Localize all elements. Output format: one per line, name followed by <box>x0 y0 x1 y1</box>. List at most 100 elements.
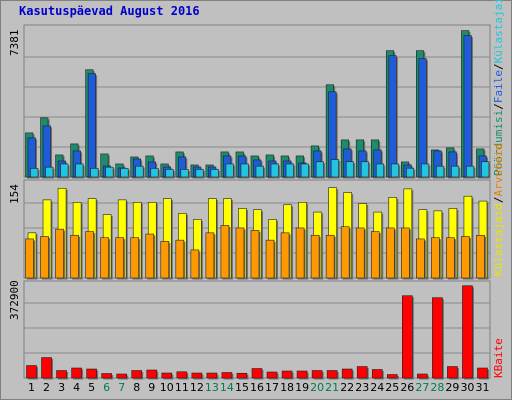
bar-kbytes-15 <box>236 372 248 379</box>
bar-computers-12 <box>190 249 200 279</box>
bar-computers-14 <box>220 225 230 279</box>
bar-visits-top-20 <box>315 161 324 178</box>
bar-kbytes-9 <box>146 369 158 379</box>
bar-kbytes-5 <box>86 368 97 379</box>
bar-computers-17 <box>265 239 275 279</box>
x-tick-label: 23 <box>355 381 370 394</box>
panel-top <box>23 24 491 178</box>
bar-computers-6 <box>100 237 109 279</box>
bar-kbytes-10 <box>161 372 173 379</box>
x-tick-label: 7 <box>118 381 126 394</box>
bar-computers-11 <box>175 239 185 279</box>
x-tick-label: 20 <box>310 381 325 394</box>
bar-computers-5 <box>85 231 94 279</box>
bar-kbytes-25 <box>386 374 398 379</box>
bar-computers-31 <box>476 234 485 279</box>
bar-visits-top-28 <box>436 165 445 178</box>
bar-kbytes-8 <box>131 370 143 379</box>
legend-sep-3: / <box>492 196 505 204</box>
legend-visits: Külastajaid <box>492 203 505 276</box>
bar-visits-top-19 <box>300 163 309 178</box>
x-tick-label: 2 <box>43 381 51 394</box>
bar-computers-9 <box>145 233 155 279</box>
x-tick-label: 15 <box>234 381 249 394</box>
x-tick-label: 27 <box>415 381 430 394</box>
bottom-panel-ymax-label: 372900 <box>8 280 21 320</box>
x-tick-label: 22 <box>340 381 355 394</box>
bar-computers-19 <box>295 227 305 279</box>
x-tick-label: 18 <box>280 381 295 394</box>
bar-kbytes-28 <box>432 297 443 379</box>
x-tick-label: 31 <box>475 381 490 394</box>
x-tick-label: 5 <box>88 381 96 394</box>
bar-kbytes-12 <box>191 372 203 379</box>
bar-files-5 <box>87 73 96 178</box>
bar-visits-top-15 <box>240 163 249 178</box>
bar-visits-top-6 <box>105 166 114 178</box>
bar-kbytes-14 <box>221 372 233 379</box>
x-tick-label: 14 <box>219 381 234 394</box>
x-tick-label: 26 <box>400 381 415 394</box>
bar-computers-13 <box>205 232 215 279</box>
bar-kbytes-3 <box>56 370 67 379</box>
bar-computers-1 <box>25 238 34 279</box>
bar-kbytes-16 <box>251 368 263 379</box>
bottom-panel-legend: KBaite <box>492 338 505 378</box>
bar-kbytes-19 <box>296 370 308 379</box>
x-tick-label: 10 <box>159 381 174 394</box>
legend-files: Faile <box>492 70 505 104</box>
bar-visits-top-30 <box>466 165 475 178</box>
bar-kbytes-11 <box>176 371 188 379</box>
bar-computers-28 <box>431 237 440 279</box>
bar-kbytes-21 <box>326 370 338 379</box>
bar-visits-top-16 <box>255 165 264 178</box>
bar-visits-top-31 <box>481 161 490 178</box>
bar-kbytes-30 <box>462 285 473 379</box>
bar-kbytes-2 <box>41 357 52 379</box>
bar-computers-21 <box>325 234 335 279</box>
bar-visits-top-11 <box>180 169 189 178</box>
x-tick-label: 12 <box>189 381 204 394</box>
bar-computers-10 <box>160 241 170 279</box>
panel-bottom <box>23 280 491 379</box>
middle-panel-legend: Külastajaid/Arvuteid <box>492 144 505 276</box>
bar-visits-top-13 <box>210 169 219 178</box>
bar-computers-27 <box>416 238 425 279</box>
bar-visits-top-29 <box>451 165 460 178</box>
bar-visits-top-3 <box>60 163 69 178</box>
x-tick-label: 1 <box>28 381 36 394</box>
middle-panel-ymax-label: 154 <box>8 184 21 204</box>
bar-computers-7 <box>115 237 124 279</box>
bar-kbytes-6 <box>101 373 112 379</box>
bar-visits-top-10 <box>165 169 174 178</box>
bar-computers-22 <box>340 226 350 279</box>
bar-files-25 <box>388 55 397 178</box>
bar-visits-top-12 <box>195 169 204 178</box>
chart-title: Kasutuspäevad August 2016 <box>19 4 200 18</box>
bar-visits-top-25 <box>390 163 400 178</box>
x-tick-label: 4 <box>73 381 81 394</box>
x-tick-label: 25 <box>385 381 400 394</box>
bar-kbytes-1 <box>26 365 37 379</box>
bar-kbytes-18 <box>281 370 293 379</box>
x-tick-label: 16 <box>250 381 264 394</box>
bar-visits-top-17 <box>270 163 279 178</box>
bar-kbytes-27 <box>417 373 428 379</box>
legend-visits-top: Külastajaid <box>492 0 505 64</box>
bar-computers-16 <box>250 230 260 279</box>
bar-visits-top-8 <box>135 165 144 178</box>
x-tick-label: 28 <box>430 381 445 394</box>
bar-visits-top-1 <box>30 168 39 178</box>
bar-kbytes-22 <box>341 368 353 379</box>
bar-visits-top-26 <box>406 167 415 178</box>
bar-computers-30 <box>461 236 470 279</box>
legend-sep-2: / <box>492 63 505 71</box>
bar-kbytes-24 <box>371 369 383 379</box>
bar-computers-26 <box>401 227 410 279</box>
bar-kbytes-26 <box>402 295 413 379</box>
x-tick-label: 11 <box>174 381 189 394</box>
bar-visits-top-4 <box>75 163 84 178</box>
bar-kbytes-13 <box>206 372 218 379</box>
bar-kbytes-17 <box>266 371 278 379</box>
